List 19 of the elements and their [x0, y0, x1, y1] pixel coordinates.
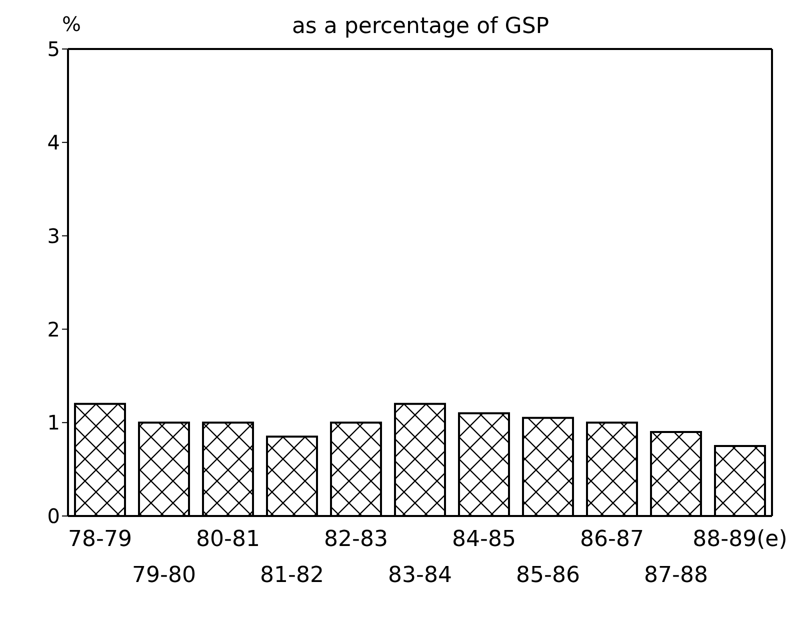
chart-title: as a percentage of GSP	[292, 14, 550, 39]
x-tick-label: 85-86	[516, 563, 580, 588]
y-tick-label: 5	[47, 37, 60, 62]
y-tick-label: 0	[47, 504, 60, 528]
x-tick-label: 84-85	[452, 527, 516, 552]
y-tick-label: 4	[47, 130, 60, 154]
y-tick-label: 2	[47, 317, 60, 342]
x-tick-label: 88-89(e)	[692, 527, 788, 552]
x-tick-label: 83-84	[388, 563, 452, 588]
x-tick-label: 78-79	[68, 527, 132, 552]
x-tick-label: 79-80	[132, 563, 196, 588]
x-tick-label: 82-83	[324, 527, 388, 552]
y-tick-label: 3	[47, 224, 60, 248]
y-axis-title: %	[62, 12, 82, 36]
x-tick-label: 80-81	[196, 527, 260, 552]
x-tick-label: 81-82	[260, 563, 324, 588]
x-tick-label: 86-87	[580, 527, 644, 552]
y-tick-label: 1	[47, 410, 60, 435]
x-tick-label: 87-88	[644, 563, 708, 588]
